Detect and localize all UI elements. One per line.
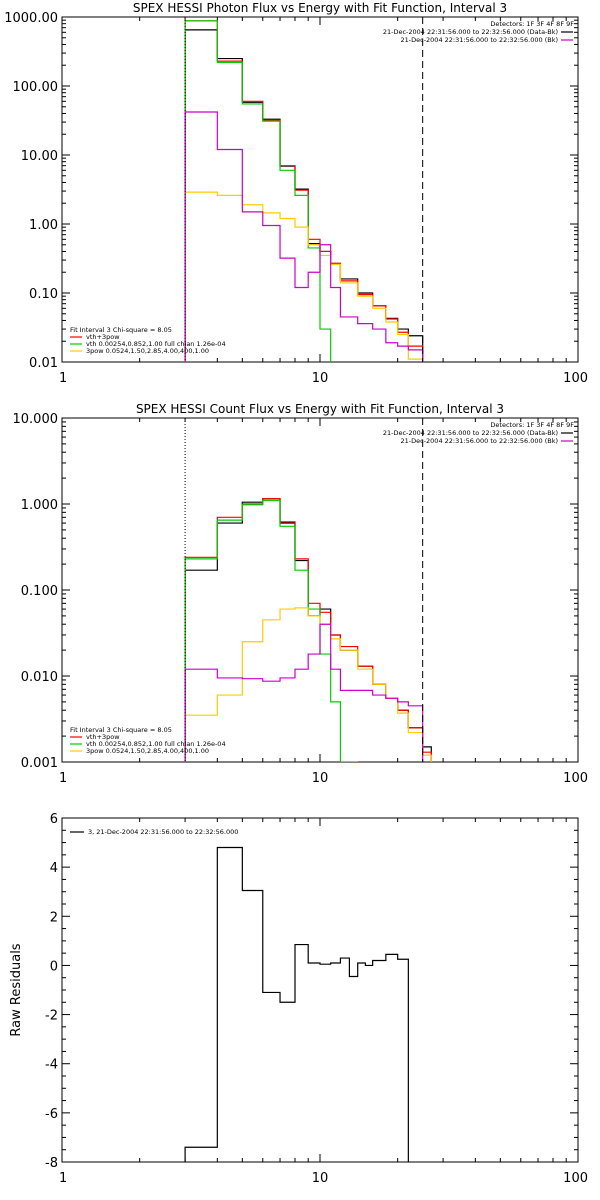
y-tick-label: -6 bbox=[45, 1107, 58, 1122]
y-tick-label: 4 bbox=[50, 861, 58, 876]
legend-left-entry: 3pow 0.0524,1.50,2.85,4.00,400,1.00 bbox=[86, 347, 209, 355]
y-tick-label: 0 bbox=[50, 959, 58, 974]
x-tick-label: 10 bbox=[312, 771, 329, 786]
x-tick-label: 10 bbox=[312, 371, 329, 386]
series-group-1 bbox=[184, 498, 432, 762]
y-tick-label: -4 bbox=[45, 1058, 58, 1073]
y-tick-label: 1000.00 bbox=[4, 11, 58, 26]
y-tick-label: 0.10 bbox=[29, 287, 58, 302]
y-tick-label: 0.010 bbox=[21, 670, 58, 685]
y-tick-label: 0.001 bbox=[21, 756, 58, 771]
legend-left-entry: vth+3pow bbox=[86, 733, 120, 741]
fit-header: Fit Interval 3 Chi-square = 8.05 bbox=[70, 326, 172, 334]
plot-frame-1 bbox=[61, 417, 579, 763]
fit-header: Fit Interval 3 Chi-square = 8.05 bbox=[70, 726, 172, 734]
legend-right-entry: 21-Dec-2004 22:31:56.000 to 22:32:56.000… bbox=[401, 437, 559, 445]
x-tick-label: 100 bbox=[563, 371, 588, 386]
y-tick-label: 10.00 bbox=[21, 149, 58, 164]
chart-title-1: SPEX HESSI Count Flux vs Energy with Fit… bbox=[136, 402, 504, 416]
x-tick-label: 100 bbox=[563, 771, 588, 786]
y-tick-label: -2 bbox=[45, 1009, 58, 1024]
y-tick-label: 100.00 bbox=[13, 80, 59, 95]
legend-left-entry: vth 0.00254,0.852,1.00 full chian 1.26e-… bbox=[86, 340, 226, 348]
series-line bbox=[184, 498, 432, 762]
detectors-label: Detectors: 1F 3F 4F 8F 9F bbox=[490, 20, 574, 28]
x-tick-label: 1 bbox=[59, 1171, 67, 1186]
legend-right-entry: 21-Dec-2004 22:31:56.000 to 22:32:56.000… bbox=[383, 429, 558, 437]
series-group-2 bbox=[184, 846, 409, 1162]
residual-legend: 3, 21-Dec-2004 22:31:56.000 to 22:32:56.… bbox=[88, 828, 238, 836]
y-tick-label: 6 bbox=[50, 812, 58, 827]
legend-left-entry: 3pow 0.0524,1.50,2.85,4.00,400,1.00 bbox=[86, 747, 209, 755]
series-line bbox=[184, 20, 332, 362]
y-axis-label: Raw Residuals bbox=[9, 943, 24, 1036]
x-tick-label: 1 bbox=[59, 771, 67, 786]
series-line bbox=[184, 111, 424, 362]
x-tick-label: 1 bbox=[59, 371, 67, 386]
x-tick-label: 10 bbox=[312, 1171, 329, 1186]
series-line bbox=[184, 623, 424, 762]
plot-frame-2 bbox=[61, 817, 579, 1163]
y-tick-label: -8 bbox=[45, 1156, 58, 1171]
y-tick-label: 1.000 bbox=[21, 498, 58, 513]
detectors-label: Detectors: 1F 3F 4F 8F 9F bbox=[490, 421, 574, 429]
series-group-0 bbox=[184, 20, 424, 362]
legend-right-entry: 21-Dec-2004 22:31:56.000 to 22:32:56.000… bbox=[401, 36, 559, 44]
legend-left-entry: vth 0.00254,0.852,1.00 full chian 1.26e-… bbox=[86, 740, 226, 748]
legend-left-entry: vth+3pow bbox=[86, 333, 120, 341]
series-line bbox=[184, 29, 424, 362]
series-line bbox=[184, 191, 424, 362]
y-tick-label: 10.000 bbox=[13, 412, 59, 427]
series-line bbox=[184, 846, 409, 1162]
y-tick-label: 1.00 bbox=[29, 218, 58, 233]
legend-right-entry: 21-Dec-2004 22:31:56.000 to 22:32:56.000… bbox=[383, 28, 558, 36]
chart-title-0: SPEX HESSI Photon Flux vs Energy with Fi… bbox=[133, 1, 507, 15]
y-tick-label: 0.100 bbox=[21, 584, 58, 599]
y-tick-label: 0.01 bbox=[29, 356, 58, 371]
series-line bbox=[184, 499, 359, 762]
series-line bbox=[184, 498, 432, 762]
x-tick-label: 100 bbox=[563, 1171, 588, 1186]
y-tick-label: 2 bbox=[50, 910, 58, 925]
series-line bbox=[184, 20, 424, 362]
